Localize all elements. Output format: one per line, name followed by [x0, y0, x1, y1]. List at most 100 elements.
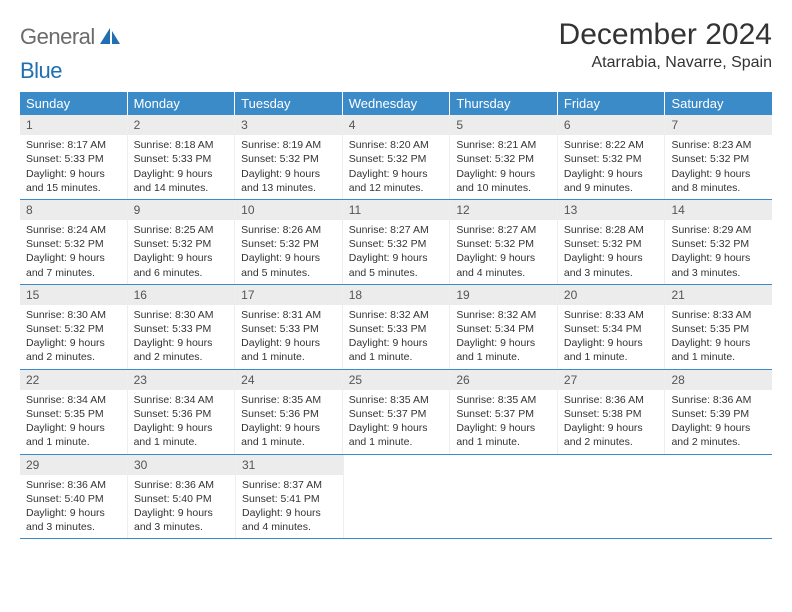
daylight-text: Daylight: 9 hours and 1 minute. — [134, 421, 229, 449]
day-body: Sunrise: 8:27 AMSunset: 5:32 PMDaylight:… — [450, 220, 557, 284]
day-number: 26 — [450, 370, 557, 390]
day-body: Sunrise: 8:33 AMSunset: 5:35 PMDaylight:… — [665, 305, 772, 369]
sunset-text: Sunset: 5:32 PM — [241, 152, 336, 166]
sunrise-text: Sunrise: 8:27 AM — [456, 223, 551, 237]
weekday-header-row: SundayMondayTuesdayWednesdayThursdayFrid… — [20, 92, 772, 115]
sunset-text: Sunset: 5:33 PM — [241, 322, 336, 336]
day-number: 12 — [450, 200, 557, 220]
sunset-text: Sunset: 5:33 PM — [134, 322, 229, 336]
day-cell: 7Sunrise: 8:23 AMSunset: 5:32 PMDaylight… — [665, 115, 772, 199]
day-number: 24 — [235, 370, 342, 390]
weekday-header: Thursday — [450, 92, 558, 115]
sunset-text: Sunset: 5:39 PM — [671, 407, 766, 421]
day-number: 19 — [450, 285, 557, 305]
sunrise-text: Sunrise: 8:21 AM — [456, 138, 551, 152]
sunset-text: Sunset: 5:34 PM — [564, 322, 659, 336]
sunset-text: Sunset: 5:32 PM — [349, 237, 444, 251]
day-cell: 14Sunrise: 8:29 AMSunset: 5:32 PMDayligh… — [665, 200, 772, 284]
day-number: 28 — [665, 370, 772, 390]
day-cell: 21Sunrise: 8:33 AMSunset: 5:35 PMDayligh… — [665, 285, 772, 369]
daylight-text: Daylight: 9 hours and 7 minutes. — [26, 251, 121, 279]
day-number: 29 — [20, 455, 127, 475]
daylight-text: Daylight: 9 hours and 1 minute. — [241, 421, 336, 449]
day-cell: 20Sunrise: 8:33 AMSunset: 5:34 PMDayligh… — [558, 285, 666, 369]
sunrise-text: Sunrise: 8:24 AM — [26, 223, 121, 237]
daylight-text: Daylight: 9 hours and 4 minutes. — [456, 251, 551, 279]
daylight-text: Daylight: 9 hours and 15 minutes. — [26, 167, 121, 195]
day-cell: 3Sunrise: 8:19 AMSunset: 5:32 PMDaylight… — [235, 115, 343, 199]
daylight-text: Daylight: 9 hours and 2 minutes. — [671, 421, 766, 449]
day-cell: 10Sunrise: 8:26 AMSunset: 5:32 PMDayligh… — [235, 200, 343, 284]
day-number: 18 — [343, 285, 450, 305]
day-cell: 29 Sunrise: 8:36 AMSunset: 5:40 PMDayligh… — [20, 455, 128, 539]
weekday-header: Monday — [128, 92, 236, 115]
sunrise-text: Sunrise: 8:33 AM — [564, 308, 659, 322]
day-cell: 11Sunrise: 8:27 AMSunset: 5:32 PMDayligh… — [343, 200, 451, 284]
page-container: General December 2024 Atarrabia, Navarre… — [0, 0, 792, 557]
day-body: Sunrise: 8:32 AMSunset: 5:33 PMDaylight:… — [343, 305, 450, 369]
week-row: 15Sunrise: 8:30 AMSunset: 5:32 PMDayligh… — [20, 285, 772, 370]
daylight-text: Daylight: 9 hours and 10 minutes. — [456, 167, 551, 195]
weekday-header: Friday — [558, 92, 666, 115]
day-cell: 17Sunrise: 8:31 AMSunset: 5:33 PMDayligh… — [235, 285, 343, 369]
day-number: 13 — [558, 200, 665, 220]
day-body: Sunrise: 8:18 AMSunset: 5:33 PMDaylight:… — [128, 135, 235, 199]
week-row: 8Sunrise: 8:24 AMSunset: 5:32 PMDaylight… — [20, 200, 772, 285]
weekday-header: Saturday — [665, 92, 772, 115]
sunrise-text: Sunrise: 8:23 AM — [671, 138, 766, 152]
daylight-text: Daylight: 9 hours and 4 minutes. — [242, 506, 337, 534]
sunset-text: Sunset: 5:32 PM — [241, 237, 336, 251]
sunrise-text: Sunrise: 8:34 AM — [134, 393, 229, 407]
day-cell: 1Sunrise: 8:17 AMSunset: 5:33 PMDaylight… — [20, 115, 128, 199]
sunrise-text: Sunrise: 8:19 AM — [241, 138, 336, 152]
day-cell: 18Sunrise: 8:32 AMSunset: 5:33 PMDayligh… — [343, 285, 451, 369]
week-row: 29Sunrise: 8:36 AMSunset: 5:40 PMDayligh… — [20, 455, 772, 540]
daylight-text: Daylight: 9 hours and 9 minutes. — [564, 167, 659, 195]
day-body: Sunrise: 8:24 AMSunset: 5:32 PMDaylight:… — [20, 220, 127, 284]
sunrise-text: Sunrise: 8:36 AM — [26, 478, 121, 492]
day-body: Sunrise: 8:36 AMSunset: 5:38 PMDaylight:… — [558, 390, 665, 454]
daylight-text: Daylight: 9 hours and 3 minutes. — [26, 506, 121, 534]
day-body: Sunrise: 8:25 AMSunset: 5:32 PMDaylight:… — [128, 220, 235, 284]
sunrise-text: Sunrise: 8:30 AM — [134, 308, 229, 322]
sunset-text: Sunset: 5:40 PM — [134, 492, 229, 506]
day-cell: 16Sunrise: 8:30 AMSunset: 5:33 PMDayligh… — [128, 285, 236, 369]
day-body: Sunrise: 8:29 AMSunset: 5:32 PMDaylight:… — [665, 220, 772, 284]
day-body: Sunrise: 8:34 AMSunset: 5:35 PMDaylight:… — [20, 390, 127, 454]
day-body: Sunrise: 8:34 AMSunset: 5:36 PMDaylight:… — [128, 390, 235, 454]
sunset-text: Sunset: 5:38 PM — [564, 407, 659, 421]
sunrise-text: Sunrise: 8:36 AM — [671, 393, 766, 407]
daylight-text: Daylight: 9 hours and 1 minute. — [349, 421, 444, 449]
sunset-text: Sunset: 5:36 PM — [241, 407, 336, 421]
day-number: 9 — [128, 200, 235, 220]
day-cell: 9Sunrise: 8:25 AMSunset: 5:32 PMDaylight… — [128, 200, 236, 284]
daylight-text: Daylight: 9 hours and 8 minutes. — [671, 167, 766, 195]
day-cell: 2Sunrise: 8:18 AMSunset: 5:33 PMDaylight… — [128, 115, 236, 199]
sunset-text: Sunset: 5:35 PM — [26, 407, 121, 421]
sunrise-text: Sunrise: 8:18 AM — [134, 138, 229, 152]
sunset-text: Sunset: 5:32 PM — [26, 322, 121, 336]
sunset-text: Sunset: 5:40 PM — [26, 492, 121, 506]
daylight-text: Daylight: 9 hours and 1 minute. — [241, 336, 336, 364]
sunrise-text: Sunrise: 8:27 AM — [349, 223, 444, 237]
day-number: 23 — [128, 370, 235, 390]
day-body: Sunrise: 8:36 AMSunset: 5:40 PMDaylight:… — [128, 475, 235, 539]
day-cell: 5Sunrise: 8:21 AMSunset: 5:32 PMDaylight… — [450, 115, 558, 199]
sunset-text: Sunset: 5:41 PM — [242, 492, 337, 506]
day-number: 21 — [665, 285, 772, 305]
sunrise-text: Sunrise: 8:22 AM — [564, 138, 659, 152]
sunrise-text: Sunrise: 8:20 AM — [349, 138, 444, 152]
sunset-text: Sunset: 5:32 PM — [134, 237, 229, 251]
weeks-container: 1Sunrise: 8:17 AMSunset: 5:33 PMDaylight… — [20, 115, 772, 539]
sunrise-text: Sunrise: 8:28 AM — [564, 223, 659, 237]
day-number: 30 — [128, 455, 235, 475]
sunrise-text: Sunrise: 8:34 AM — [26, 393, 121, 407]
day-number: 7 — [665, 115, 772, 135]
daylight-text: Daylight: 9 hours and 2 minutes. — [564, 421, 659, 449]
daylight-text: Daylight: 9 hours and 3 minutes. — [134, 506, 229, 534]
sunset-text: Sunset: 5:34 PM — [456, 322, 551, 336]
day-body: Sunrise: 8:17 AMSunset: 5:33 PMDaylight:… — [20, 135, 127, 199]
day-cell: 26Sunrise: 8:35 AMSunset: 5:37 PMDayligh… — [450, 370, 558, 454]
daylight-text: Daylight: 9 hours and 5 minutes. — [241, 251, 336, 279]
logo: General — [20, 18, 121, 50]
